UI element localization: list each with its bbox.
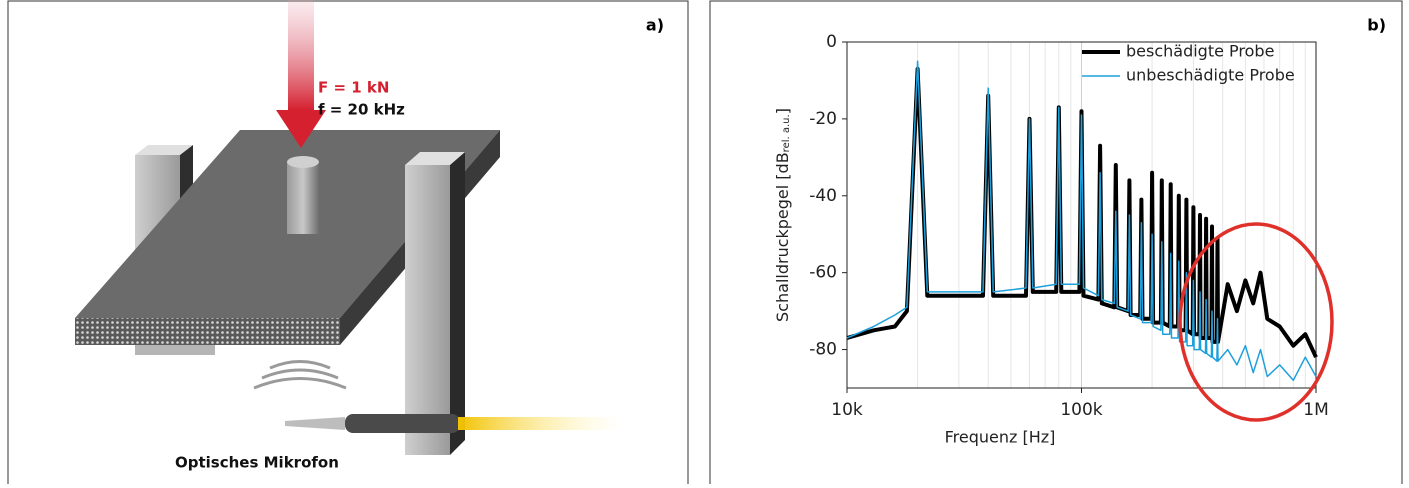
frequency-label: f = 20 kHz xyxy=(318,101,405,119)
pillar-side xyxy=(450,152,465,455)
pillar-top xyxy=(135,145,193,155)
cylinder xyxy=(287,162,319,234)
caption: Optisches Mikrofon xyxy=(175,454,339,472)
data-line xyxy=(846,60,1317,382)
y-tick-label: -20 xyxy=(809,109,837,129)
plot-frame xyxy=(846,41,1317,389)
force-label: F = 1 kN xyxy=(318,79,389,97)
legend-label: unbeschädigte Probe xyxy=(1126,66,1295,85)
panel-label: a) xyxy=(646,16,664,35)
y-tick-label: -60 xyxy=(809,263,837,283)
x-tick-label: 100k xyxy=(1060,400,1102,420)
arrow-shaft xyxy=(288,0,314,110)
beam-front xyxy=(75,318,340,345)
y-axis-label: Schalldruckpegel [dBrel. a.u.] xyxy=(773,108,793,322)
sound-waves xyxy=(253,360,347,390)
panel-frame xyxy=(7,0,689,488)
x-tick-label: 10k xyxy=(831,400,863,420)
pillar-top xyxy=(405,152,465,165)
chart: 10k 100k 1M 0 -20 -40 -60 -80 beschädigte Probe u… xyxy=(809,32,1329,420)
y-axis-label-end: ] xyxy=(773,108,792,114)
x-axis-label: Frequenz [Hz] xyxy=(945,428,1056,447)
mic-fiber xyxy=(458,417,623,430)
pillar-foot xyxy=(135,345,215,355)
mic-body xyxy=(345,414,460,433)
y-tick-label: -40 xyxy=(809,186,837,206)
arrow-head xyxy=(276,110,326,148)
x-tick-label: 1M xyxy=(1303,400,1328,420)
cylinder-top xyxy=(287,156,319,168)
panel-label: b) xyxy=(1367,16,1386,35)
mic-tip xyxy=(285,417,345,430)
y-tick-label: 0 xyxy=(826,32,837,52)
y-axis-label-sub: rel. a.u. xyxy=(781,114,792,152)
y-axis-label-main: Schalldruckpegel [dB xyxy=(773,152,792,322)
pillar xyxy=(405,165,450,455)
illustration: F = 1 kN f = 20 kHz Optisches Mikrofon xyxy=(75,0,623,472)
y-tick-label: -80 xyxy=(809,340,837,360)
highlight-circle xyxy=(1178,222,1334,422)
panel-frame xyxy=(709,0,1403,488)
legend-label: beschädigte Probe xyxy=(1126,42,1274,61)
